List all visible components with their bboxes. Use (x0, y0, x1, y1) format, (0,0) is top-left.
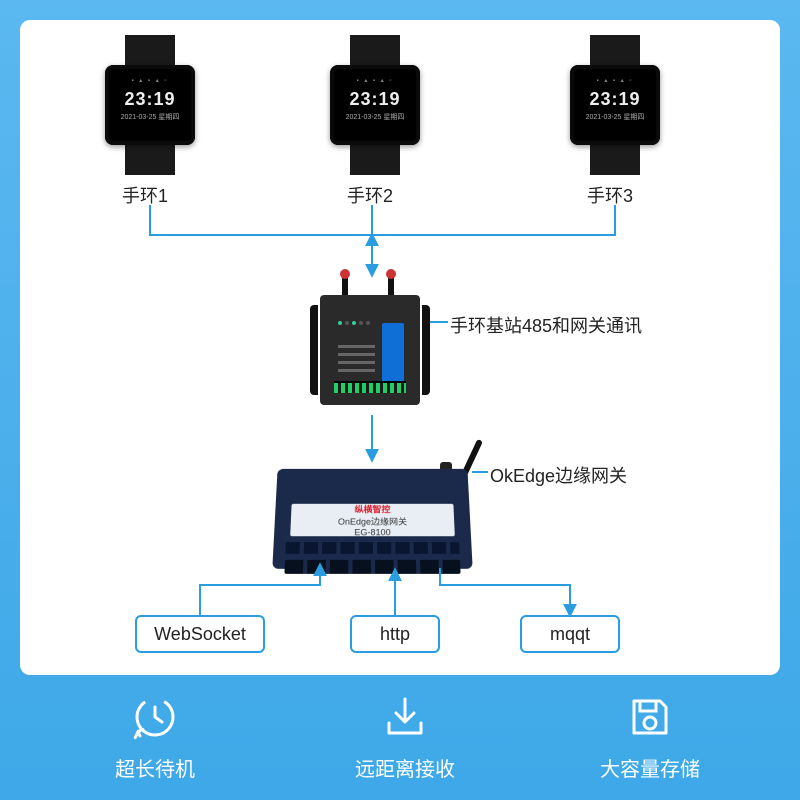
save-icon (626, 693, 674, 741)
watch-1: ▪ ▴ ▪ ▴ ▫ 23:19 2021-03-25 星期四 (95, 35, 205, 175)
feature-range-label: 远距离接收 (355, 753, 455, 782)
protocol-websocket: WebSocket (135, 615, 265, 653)
edge-brand: 纵横智控 (355, 503, 391, 515)
device-edge: 纵横智控 OnEdge边缘网关 EG-8100 (275, 440, 470, 570)
watch-1-time: 23:19 (124, 89, 175, 110)
watch-2-time: 23:19 (349, 89, 400, 110)
protocol-http: http (350, 615, 440, 653)
edge-model: EG-8100 (354, 528, 390, 538)
device-485 (310, 275, 430, 415)
feature-storage: 大容量存储 (565, 693, 735, 782)
watch-3-date: 2021-03-25 星期四 (586, 112, 645, 122)
clock-icon (131, 693, 179, 741)
device-edge-label: OkEdge边缘网关 (490, 462, 627, 488)
watch-2: ▪ ▴ ▪ ▴ ▫ 23:19 2021-03-25 星期四 (320, 35, 430, 175)
diagram-panel: ▪ ▴ ▪ ▴ ▫ 23:19 2021-03-25 星期四 ▪ ▴ ▪ ▴ ▫… (20, 20, 780, 675)
protocol-mqqt: mqqt (520, 615, 620, 653)
edge-name: OnEdge边缘网关 (338, 515, 407, 527)
download-icon (381, 693, 429, 741)
watch-1-label: 手环1 (122, 182, 168, 208)
watch-2-date: 2021-03-25 星期四 (346, 112, 405, 122)
watch-1-date: 2021-03-25 星期四 (121, 112, 180, 122)
feature-standby-label: 超长待机 (115, 753, 195, 782)
device-485-label: 手环基站485和网关通讯 (450, 312, 642, 338)
watch-3-label: 手环3 (587, 182, 633, 208)
feature-standby: 超长待机 (70, 693, 240, 782)
watch-3: ▪ ▴ ▪ ▴ ▫ 23:19 2021-03-25 星期四 (560, 35, 670, 175)
feature-storage-label: 大容量存储 (600, 753, 700, 782)
feature-range: 远距离接收 (320, 693, 490, 782)
watch-3-time: 23:19 (589, 89, 640, 110)
watch-2-label: 手环2 (347, 182, 393, 208)
